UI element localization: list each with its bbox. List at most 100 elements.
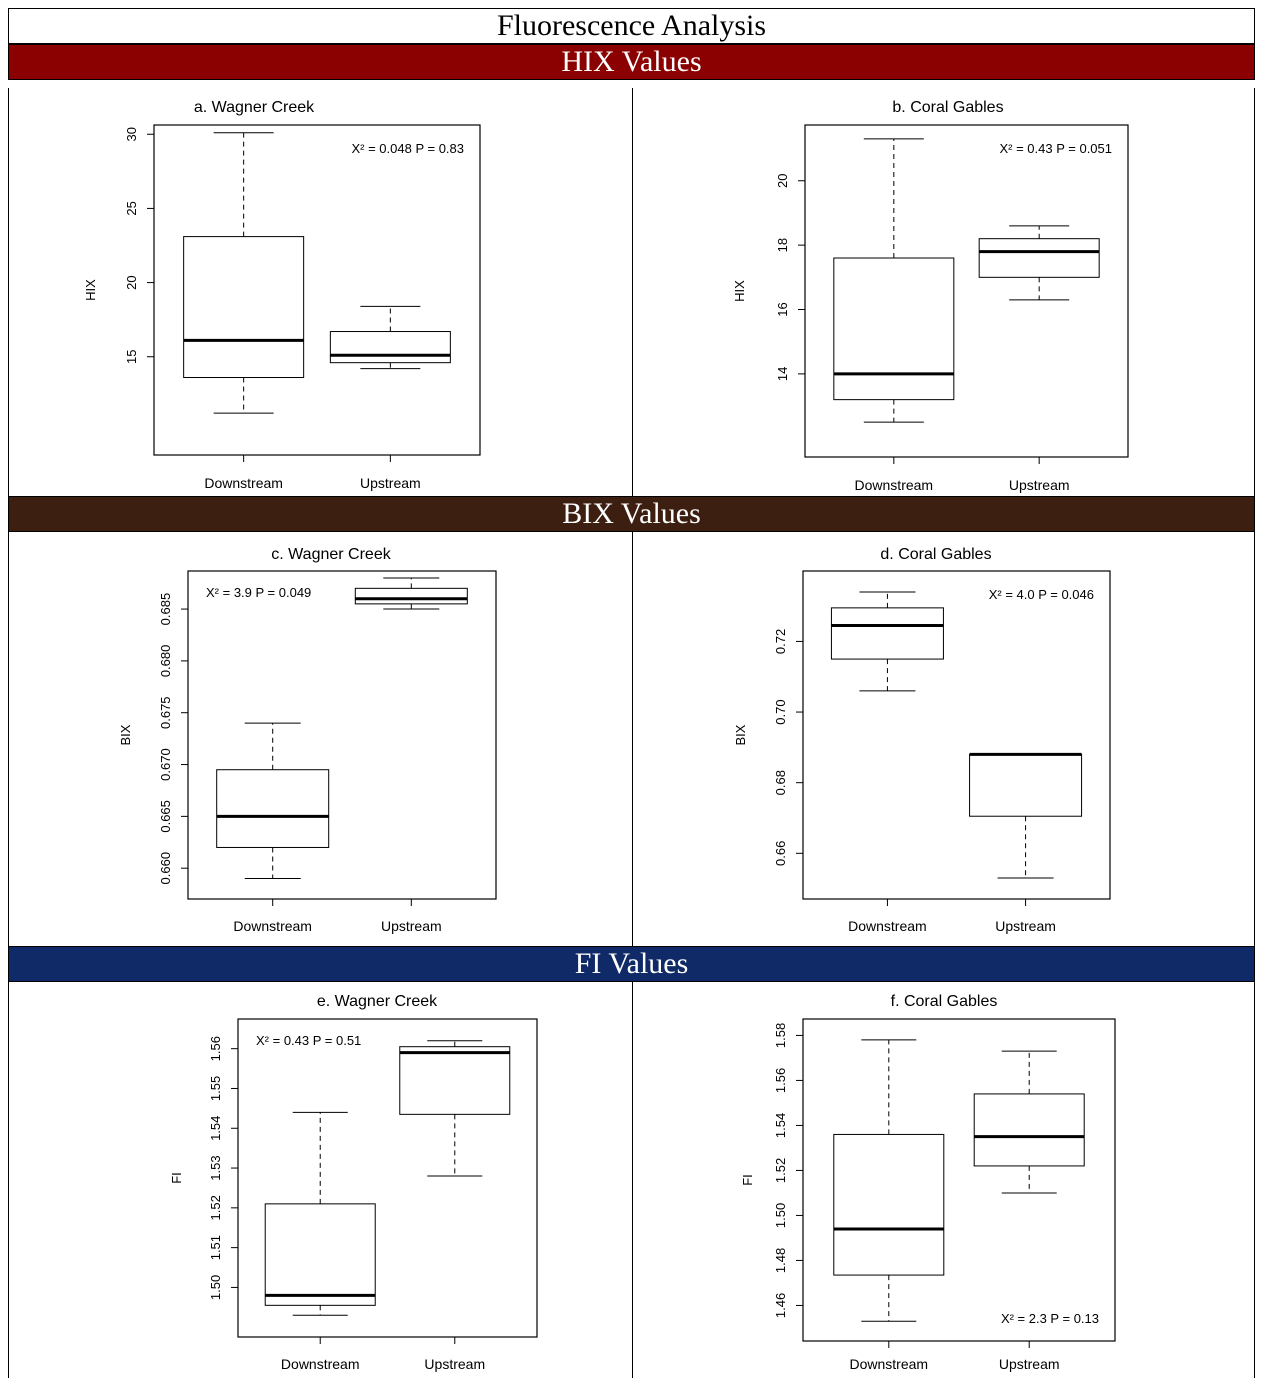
chart-title: c. Wagner Creek [271,546,391,563]
stat-annotation: X² = 3.9 P = 0.049 [206,585,311,600]
y-tick-label: 0.72 [773,629,788,654]
y-tick-label: 1.52 [208,1195,223,1220]
y-tick-label: 1.50 [773,1203,788,1228]
y-tick-label: 1.53 [208,1155,223,1180]
y-tick-label: 0.68 [773,770,788,795]
cell-a: a. Wagner Creek HIX 15 20 25 30 Downstream Upst… [8,88,633,496]
y-tick-label: 0.70 [773,699,788,724]
stat-annotation: X² = 2.3 P = 0.13 [1001,1311,1099,1326]
box-upstream [969,753,1083,817]
section-label: FI Values [574,947,689,980]
box-upstream [973,1093,1085,1167]
y-tick-label: 14 [775,367,790,381]
cell-c: c. Wagner Creek BIX 0.660 0.665 0.670 0.675 0.… [8,532,633,946]
y-axis-label: HIX [83,279,98,301]
cell-d: d. Coral Gables BIX 0.66 0.68 0.70 0.72 Downst… [632,532,1255,946]
y-tick-label: 0.665 [158,800,173,833]
box-upstream [978,238,1100,278]
section-band-hix: HIX Values [8,44,1255,80]
x-tick-label: Downstream [281,1356,360,1372]
y-tick-label: 1.56 [208,1036,223,1061]
x-tick-label: Upstream [424,1356,485,1372]
y-tick-label: 1.50 [208,1275,223,1300]
cell-b: b. Coral Gables HIX 14 16 18 20 Downstream Upst… [632,88,1255,496]
plot-frame [804,124,1129,458]
y-tick-label: 25 [124,201,139,215]
stat-annotation: X² = 4.0 P = 0.046 [989,587,1094,602]
chart-title: d. Coral Gables [880,546,991,563]
plot-frame [187,570,497,900]
y-axis-label: HIX [732,280,747,302]
section-band-fi: FI Values [8,946,1255,982]
plot-frame [802,1018,1116,1342]
y-tick-label: 1.52 [773,1158,788,1183]
cell-e: e. Wagner Creek FI 1.50 1.51 1.52 1.53 1.54 1.5… [8,982,633,1378]
y-tick-label: 1.54 [208,1116,223,1141]
y-tick-label: 1.55 [208,1076,223,1101]
x-tick-label: Upstream [999,1356,1060,1372]
y-axis-label: BIX [118,724,133,745]
y-tick-label: 30 [124,127,139,141]
plot-frame [802,570,1111,900]
x-tick-label: Upstream [381,918,442,934]
chart-wagner-creek-bix: c. Wagner Creek BIX 0.660 0.665 0.670 0.675 0.… [118,546,497,934]
chart-coral-gables-bix: d. Coral Gables BIX 0.66 0.68 0.70 0.72 Downst… [733,546,1111,934]
y-tick-label: 0.66 [773,841,788,866]
stat-annotation: X² = 0.43 P = 0.051 [999,141,1112,156]
box-downstream [833,257,955,401]
chart-wagner-creek-hix: a. Wagner Creek HIX 15 20 25 30 Downstream Upst… [83,99,481,491]
box-upstream [354,587,468,605]
chart-title: f. Coral Gables [891,993,998,1010]
box-downstream [183,236,305,379]
x-tick-label: Downstream [850,1356,929,1372]
y-tick-label: 16 [775,302,790,316]
plot-frame [153,124,481,456]
x-tick-label: Upstream [360,475,421,491]
x-tick-label: Upstream [1009,477,1070,493]
stat-annotation: X² = 0.048 P = 0.83 [351,141,464,156]
box-upstream [329,331,451,364]
y-tick-label: 15 [124,350,139,364]
y-tick-label: 20 [124,275,139,289]
section-label: BIX Values [562,497,701,530]
y-tick-label: 0.660 [158,852,173,885]
y-tick-label: 18 [775,238,790,252]
box-downstream [830,607,944,660]
chart-title: e. Wagner Creek [317,993,438,1010]
y-axis-label: FI [169,1172,184,1184]
box-downstream [833,1133,945,1276]
y-axis-label: BIX [733,724,748,745]
plot-frame [237,1018,538,1338]
section-band-bix: BIX Values [8,496,1255,532]
x-tick-label: Upstream [995,918,1056,934]
x-tick-label: Downstream [233,918,312,934]
y-tick-label: 0.680 [158,645,173,678]
x-tick-label: Downstream [204,475,283,491]
y-tick-label: 1.51 [208,1235,223,1260]
figure-title: Fluorescence Analysis [8,8,1255,44]
box-upstream [399,1046,511,1115]
x-tick-label: Downstream [848,918,927,934]
box-downstream [264,1203,376,1306]
y-tick-label: 0.670 [158,748,173,781]
chart-coral-gables-fi: f. Coral Gables FI 1.46 1.48 1.50 1.52 1.54 1.5… [740,993,1116,1372]
section-label: HIX Values [561,45,702,78]
y-tick-label: 0.675 [158,696,173,729]
y-tick-label: 0.685 [158,593,173,626]
y-tick-label: 1.58 [773,1023,788,1048]
cell-f: f. Coral Gables FI 1.46 1.48 1.50 1.52 1.54 1.5… [632,982,1255,1378]
y-tick-label: 1.46 [773,1293,788,1318]
chart-title: b. Coral Gables [892,99,1003,116]
y-tick-label: 20 [775,174,790,188]
y-tick-label: 1.56 [773,1068,788,1093]
chart-title: a. Wagner Creek [194,99,315,116]
stat-annotation: X² = 0.43 P = 0.51 [256,1033,361,1048]
box-downstream [216,769,330,848]
x-tick-label: Downstream [855,477,934,493]
chart-wagner-creek-fi: e. Wagner Creek FI 1.50 1.51 1.52 1.53 1.54 1.5… [169,993,538,1372]
chart-coral-gables-hix: b. Coral Gables HIX 14 16 18 20 Downstream Upst… [732,99,1129,493]
y-tick-label: 1.48 [773,1248,788,1273]
y-tick-label: 1.54 [773,1113,788,1138]
y-axis-label: FI [740,1174,755,1186]
